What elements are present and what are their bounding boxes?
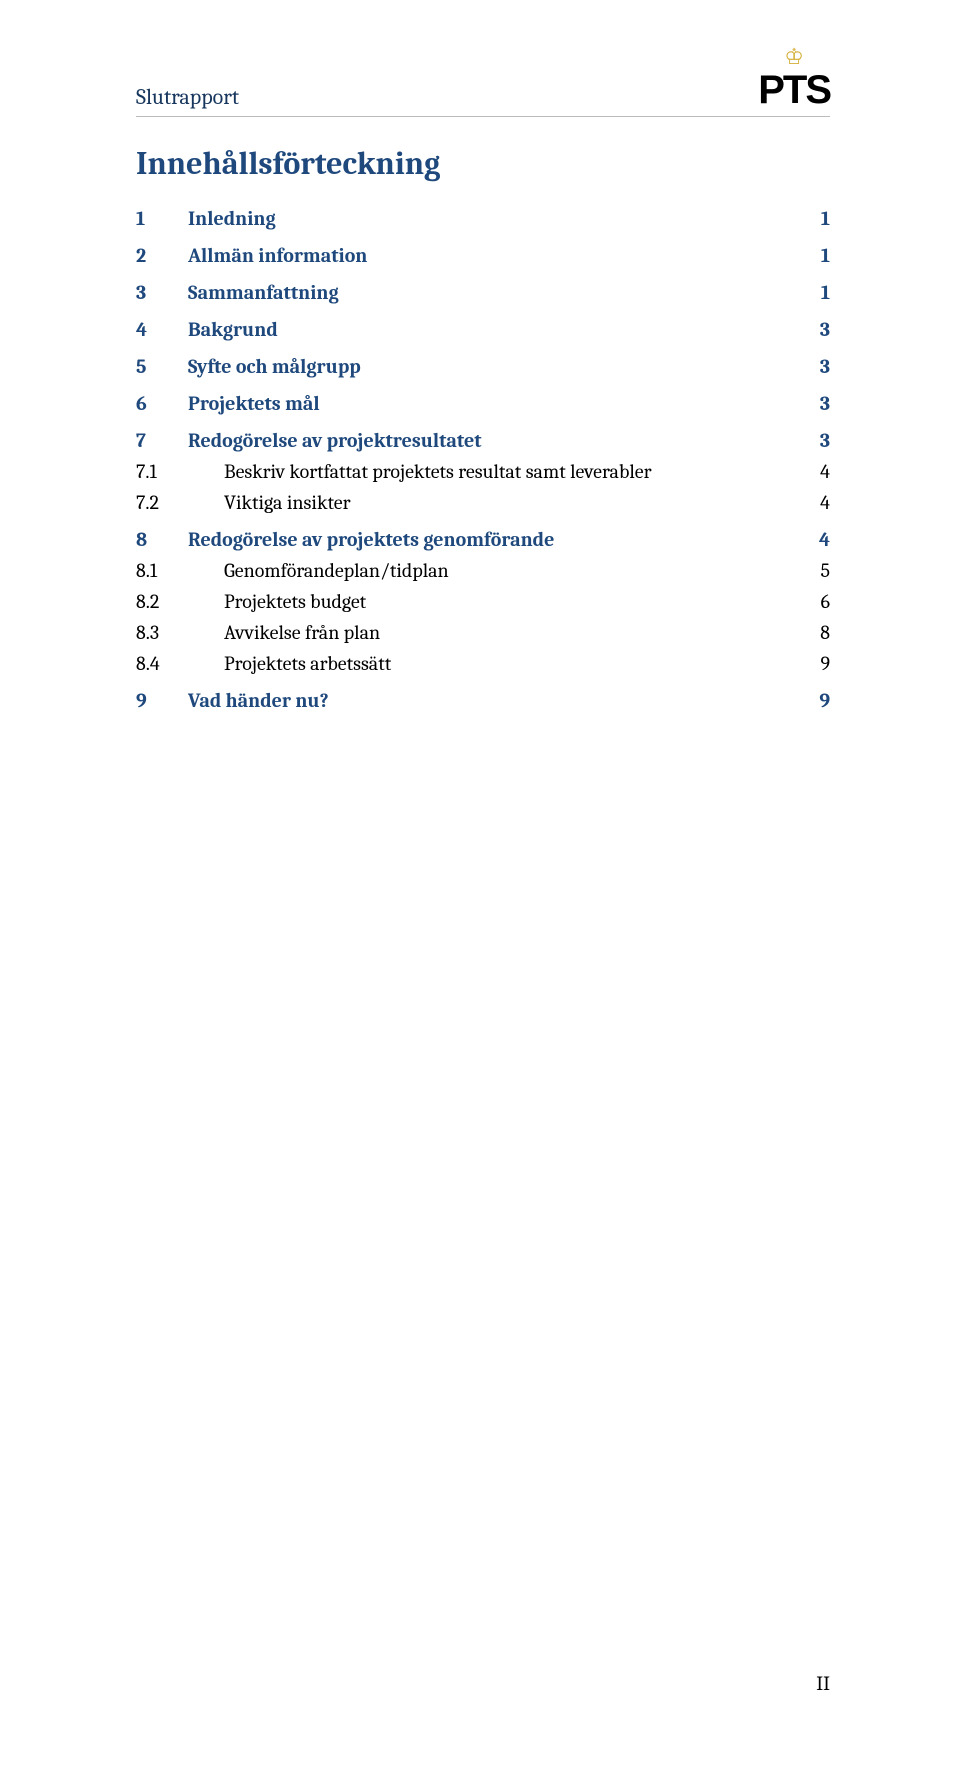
toc-entry[interactable]: 7.2Viktiga insikter 4 [136,490,830,515]
toc-entry[interactable]: 2Allmän information 1 [136,243,830,268]
toc-entry[interactable]: 9Vad händer nu?9 [136,688,830,713]
toc-entry-label: Redogörelse av projektets genomförande [188,527,554,552]
toc-entry-number: 7.1 [136,459,224,484]
toc-entry-number: 8.1 [136,558,224,583]
toc-entry-number: 1 [136,206,188,231]
toc-entry-label: Projektets mål [188,391,320,416]
toc-entry-number: 2 [136,243,188,268]
logo-text: PTS [758,70,830,110]
toc-entry-page: 1 [819,206,830,231]
toc-entry-page: 6 [819,589,830,614]
toc-entry-page: 9 [818,651,830,676]
doc-title: Slutrapport [136,84,239,110]
header-rule [136,116,830,117]
toc-entry-number: 7.2 [136,490,224,515]
toc-entry[interactable]: 8Redogörelse av projektets genomförande 4 [136,527,830,552]
toc-entry-page: 9 [817,688,830,713]
toc: 1Inledning12Allmän information13Sammanfa… [136,200,830,719]
toc-entry-label: Vad händer nu? [188,688,329,713]
toc-entry-page: 8 [818,620,830,645]
toc-entry-label: Inledning [188,206,276,231]
toc-entry-number: 3 [136,280,188,305]
toc-entry-label: Projektets budget [224,589,366,614]
toc-entry-page: 4 [818,459,830,484]
toc-entry[interactable]: 7Redogörelse av projektresultatet 3 [136,428,830,453]
toc-entry-page: 3 [818,428,830,453]
toc-entry-label: Sammanfattning [188,280,339,305]
toc-entry-page: 5 [819,558,831,583]
toc-entry[interactable]: 6Projektets mål 3 [136,391,830,416]
toc-entry-number: 4 [136,317,188,342]
toc-title: Innehållsförteckning [136,145,830,182]
toc-entry-page: 3 [818,391,830,416]
toc-entry[interactable]: 5Syfte och målgrupp 3 [136,354,830,379]
toc-entry-page: 1 [819,243,830,268]
toc-entry-number: 8 [136,527,188,552]
toc-entry-label: Viktiga insikter [224,490,351,515]
toc-entry-page: 3 [818,354,830,379]
toc-entry[interactable]: 8.2Projektets budget 6 [136,589,830,614]
crown-icon: ♔ [784,46,804,68]
toc-entry-number: 8.2 [136,589,224,614]
toc-entry[interactable]: 3Sammanfattning 1 [136,280,830,305]
page-number-roman: II [816,1672,830,1695]
toc-entry-label: Genomförandeplan/tidplan [224,558,449,583]
toc-entry[interactable]: 8.3Avvikelse från plan 8 [136,620,830,645]
page: Slutrapport ♔ PTS Innehållsförteckning 1… [0,0,960,1773]
pts-logo: ♔ PTS [758,46,830,110]
page-header: Slutrapport ♔ PTS [136,46,830,110]
toc-entry[interactable]: 1Inledning1 [136,206,830,231]
toc-entry-number: 6 [136,391,188,416]
toc-entry-label: Allmän information [188,243,367,268]
toc-entry-number: 8.4 [136,651,224,676]
toc-entry[interactable]: 8.4Projektets arbetssätt 9 [136,651,830,676]
toc-entry-label: Beskriv kortfattat projektets resultat s… [224,459,652,484]
toc-entry-number: 5 [136,354,188,379]
toc-entry-page: 4 [818,490,830,515]
toc-entry-label: Projektets arbetssätt [224,651,391,676]
toc-entry-label: Bakgrund [188,317,278,342]
toc-entry-number: 9 [136,688,188,713]
toc-entry-label: Syfte och målgrupp [188,354,361,379]
toc-entry[interactable]: 7.1Beskriv kortfattat projektets resulta… [136,459,830,484]
toc-entry-number: 8.3 [136,620,224,645]
toc-entry[interactable]: 4Bakgrund 3 [136,317,830,342]
toc-entry-label: Avvikelse från plan [224,620,380,645]
toc-entry-label: Redogörelse av projektresultatet [188,428,482,453]
toc-entry-number: 7 [136,428,188,453]
toc-entry-page: 3 [818,317,830,342]
toc-entry[interactable]: 8.1Genomförandeplan/tidplan 5 [136,558,830,583]
toc-entry-page: 1 [819,280,830,305]
toc-entry-page: 4 [817,527,830,552]
